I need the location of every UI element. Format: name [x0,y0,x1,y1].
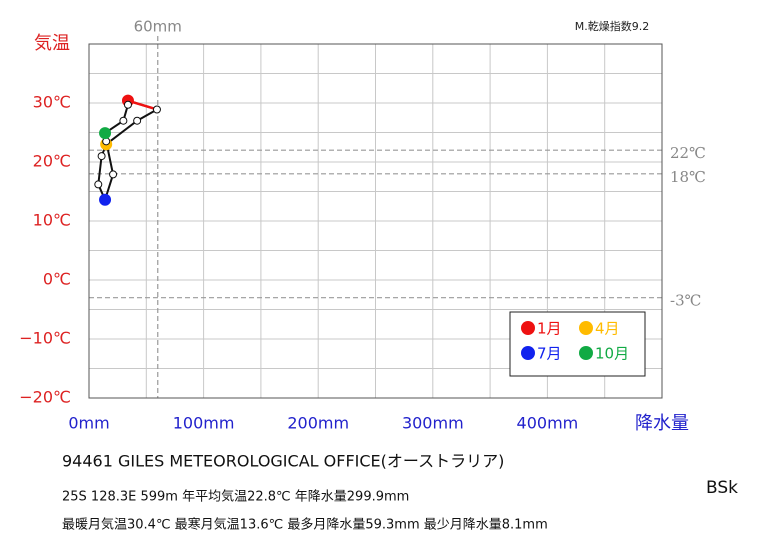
legend-swatch [579,346,593,360]
reference-label: 18℃ [670,168,706,186]
month-point [152,105,161,114]
x-tick-label: 400mm [517,414,579,433]
y-tick-label: −20℃ [19,388,71,407]
legend-label: 10月 [595,345,629,363]
x-tick-label: 0mm [68,414,109,433]
legend-label: 1月 [537,320,562,338]
x-axis-title: 降水量 [635,413,689,434]
reference-label: 22℃ [670,144,706,162]
highlight-point [99,127,112,140]
y-tick-label: 0℃ [43,270,71,289]
y-tick-label: 10℃ [33,211,71,230]
reference-label: 60mm [134,18,182,36]
y-axis-title: 気温 [34,33,70,54]
index-label: M.乾燥指数9.2 [575,19,649,33]
month-point [123,100,132,109]
month-point [119,116,128,125]
legend-swatch [521,321,535,335]
x-tick-label: 100mm [173,414,235,433]
x-tick-label: 200mm [287,414,349,433]
month-point [94,180,103,189]
y-tick-label: 30℃ [33,93,71,112]
reference-label: -3℃ [670,292,701,310]
station-info: 94461 GILES METEOROLOGICAL OFFICE(オーストラリ… [62,452,504,471]
month-point [133,116,142,125]
station-info: 最暖月気温30.4℃ 最寒月気温13.6℃ 最多月降水量59.3mm 最少月降水… [62,517,548,533]
legend-swatch [521,346,535,360]
plot-border [88,43,663,399]
month-point [109,170,118,179]
legend-label: 4月 [595,320,620,338]
legend-label: 7月 [537,345,562,363]
climate-class: BSk [706,478,738,498]
y-tick-label: −10℃ [19,329,71,348]
x-tick-label: 300mm [402,414,464,433]
y-tick-label: 20℃ [33,152,71,171]
month-point [97,152,106,161]
station-info: 25S 128.3E 599m 年平均気温22.8℃ 年降水量299.9mm [62,489,409,505]
highlight-point [99,193,112,206]
legend-swatch [579,321,593,335]
